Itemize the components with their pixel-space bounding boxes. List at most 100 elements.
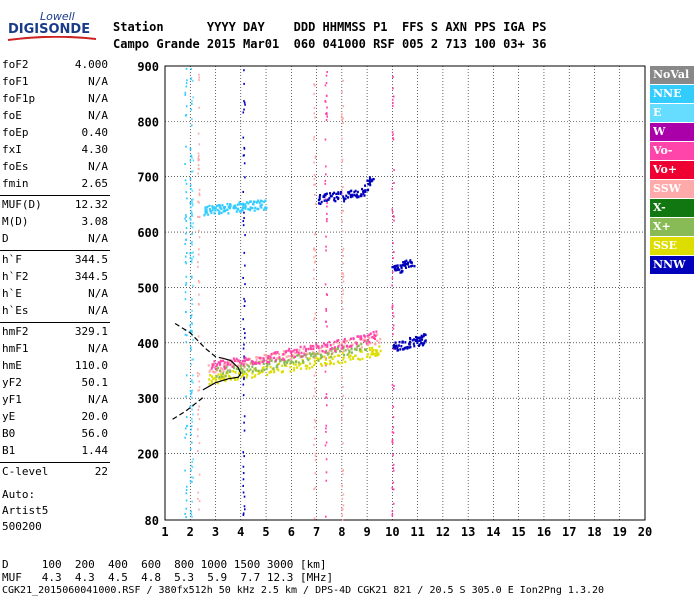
echo-dot [342,358,345,361]
echo-dot [342,508,344,511]
echo-dot [392,348,395,351]
echo-dot [397,266,400,270]
echo-dot [246,373,249,377]
echo-dot [255,356,258,359]
echo-dot [342,493,345,496]
echo-dot [297,351,300,355]
echo-dot [340,347,343,350]
echo-dot [325,357,327,360]
echo-dot [392,481,395,484]
param-label: hmF2 [2,325,29,338]
echo-dot [357,335,360,338]
echo-dot [406,347,409,350]
echo-dot [243,206,246,209]
echo-dot [213,360,216,363]
echo-dot [184,243,186,246]
echo-dot [324,194,327,197]
echo-dot [303,351,306,355]
echo-dot [312,347,315,351]
echo-dot [341,376,343,379]
echo-dot [191,204,194,207]
echo-dot [319,202,322,206]
echo-dot [244,300,246,303]
echo-dot [337,354,340,357]
echo-dot [220,366,223,370]
echo-dot [392,241,394,244]
echo-dot [184,114,187,117]
echo-dot [314,202,317,205]
echo-dot [276,363,279,367]
echo-dot [226,362,229,366]
echo-dot [406,263,409,266]
echo-dot [272,367,275,370]
echo-dot [363,339,366,343]
echo-dot [375,351,378,354]
param-value: 50.1 [81,376,109,389]
echo-dot [334,199,337,203]
param-value: N/A [88,287,108,300]
param-value: 20.0 [81,410,109,423]
echo-dot [343,342,346,345]
echo-dot [325,471,328,474]
echo-dot [295,351,298,354]
echo-dot [314,155,317,158]
echo-dot [356,196,359,199]
echo-dot [219,204,222,207]
echo-dot [309,347,312,350]
echo-dot [393,384,395,387]
echo-dot [325,404,328,407]
echo-dot [243,455,246,458]
echo-dot [289,361,292,364]
echo-dot [391,510,394,513]
echo-dot [395,344,398,347]
echo-dot [197,375,199,378]
echo-dot [311,365,314,369]
echo-dot [318,197,321,201]
echo-dot [212,370,215,373]
echo-dot [197,413,199,416]
x-tick-label: 14 [486,525,500,539]
echo-dot [184,255,187,258]
echo-dot [314,380,317,383]
echo-dot [341,118,343,121]
x-tick-label: 8 [338,525,345,539]
echo-dot [278,356,281,359]
echo-dot [242,484,244,487]
echo-dot [376,333,379,336]
echo-dot [330,361,333,365]
echo-dot [392,138,395,141]
echo-dot [190,433,193,436]
echo-dot [192,458,194,461]
echo-dot [253,200,256,204]
echo-dot [359,347,362,351]
echo-dot [216,382,219,385]
echo-dot [360,350,363,353]
echo-dot [313,92,315,95]
echo-dot [223,207,226,211]
echo-dot [348,350,351,354]
echo-dot [409,336,412,340]
echo-dot [391,311,394,314]
echo-dot [242,514,245,517]
echo-dot [367,182,370,186]
echo-dot [185,433,188,436]
echo-dot [341,113,343,116]
y-tick-label: 80 [145,514,159,528]
echo-dot [198,106,200,109]
echo-dot [294,363,297,366]
echo-dot [341,160,344,163]
echo-dot [360,194,363,197]
echo-dot [248,369,251,373]
echo-dot [413,344,416,348]
echo-dot [243,359,246,363]
echo-dot [309,344,312,348]
echo-dot [243,211,245,214]
echo-dot [341,249,344,252]
echo-dot [311,344,314,348]
echo-dot [393,264,396,268]
echo-dot [243,429,246,432]
echo-dot [197,132,200,135]
echo-dot [392,346,395,349]
x-tick-label: 15 [511,525,525,539]
echo-dot [393,181,395,184]
